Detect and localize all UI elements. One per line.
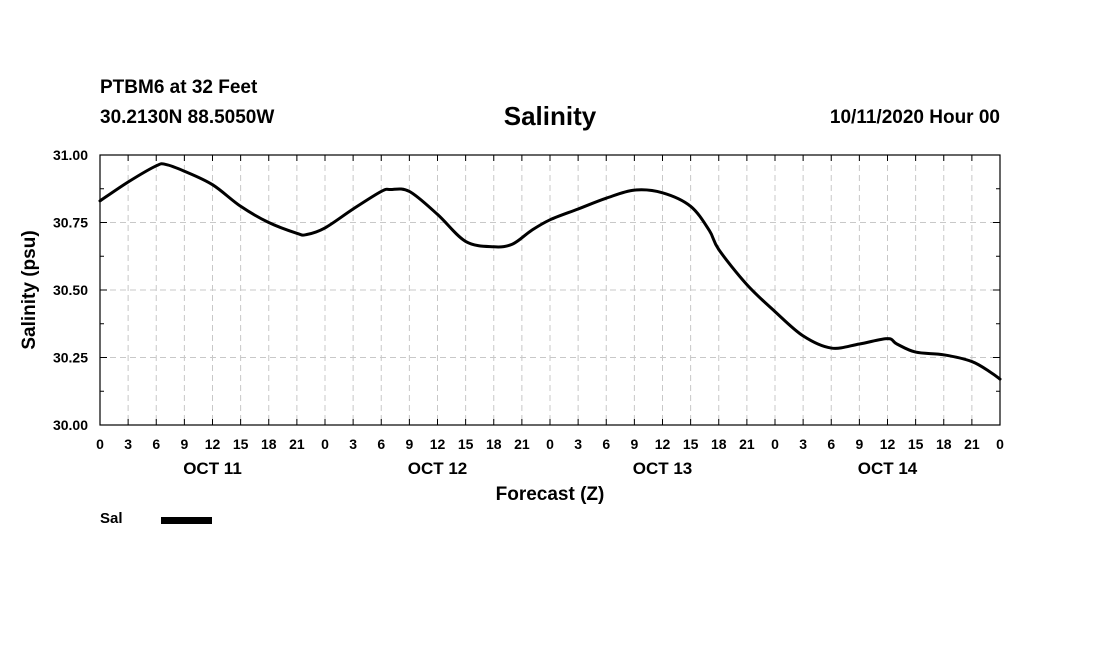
x-tick-label: 9 [630,436,638,452]
x-tick-label: 12 [655,436,671,452]
legend-swatch-sal [161,517,212,524]
x-tick-label: 9 [180,436,188,452]
x-day-label: OCT 13 [633,459,693,478]
x-tick-label: 6 [602,436,610,452]
x-tick-label: 18 [936,436,952,452]
x-tick-label: 21 [514,436,530,452]
x-tick-label: 0 [996,436,1004,452]
forecast-run-time: 10/11/2020 Hour 00 [829,107,1000,128]
x-tick-label: 15 [458,436,474,452]
x-tick-label: 18 [486,436,502,452]
x-tick-label: 12 [880,436,896,452]
x-tick-label: 0 [321,436,329,452]
station-title: PTBM6 at 32 Feet [100,77,258,98]
x-day-label: OCT 11 [183,459,242,478]
series-line-sal [98,162,1002,381]
y-tick-label: 30.25 [53,350,88,366]
y-axis-title: Salinity (psu) [19,230,40,349]
y-tick-label: 30.75 [53,215,88,231]
y-tick-label: 30.00 [53,417,88,433]
x-tick-label: 0 [96,436,104,452]
grid-lines [100,155,1000,425]
x-tick-label: 6 [152,436,160,452]
station-coordinates: 30.2130N 88.5050W [100,107,275,128]
x-tick-label: 15 [233,436,249,452]
x-tick-label: 21 [739,436,755,452]
x-tick-label: 21 [964,436,980,452]
y-tick-label: 30.50 [53,282,88,298]
x-tick-label: 21 [289,436,305,452]
y-tick-label: 31.00 [53,147,88,163]
plot-frame [99,154,1001,426]
x-tick-label: 15 [683,436,699,452]
x-tick-label: 12 [205,436,221,452]
x-tick-label: 12 [430,436,446,452]
x-tick-label: 0 [771,436,779,452]
x-tick-label: 18 [261,436,277,452]
x-tick-label: 15 [908,436,924,452]
x-day-label: OCT 14 [858,459,918,478]
x-tick-label: 3 [574,436,582,452]
x-tick-label: 9 [855,436,863,452]
axis-ticks [99,154,1001,426]
x-tick-label: 9 [405,436,413,452]
x-tick-label: 6 [377,436,385,452]
chart-title: Salinity [503,101,597,131]
x-tick-label: 3 [799,436,807,452]
x-tick-label: 18 [711,436,727,452]
x-tick-label: 3 [349,436,357,452]
x-tick-label: 3 [124,436,132,452]
legend-label: Sal [100,510,123,527]
x-tick-label: 0 [546,436,554,452]
axis-labels: 0 3 6 9 12 15 18 21 0 3 6 9 12 15 18 21 0 3 6 9 12 15 18 21 0 3 6 9… [53,147,1004,478]
x-tick-label: 6 [827,436,835,452]
x-day-label: OCT 12 [408,459,468,478]
x-axis-title: Forecast (Z) [496,484,605,505]
